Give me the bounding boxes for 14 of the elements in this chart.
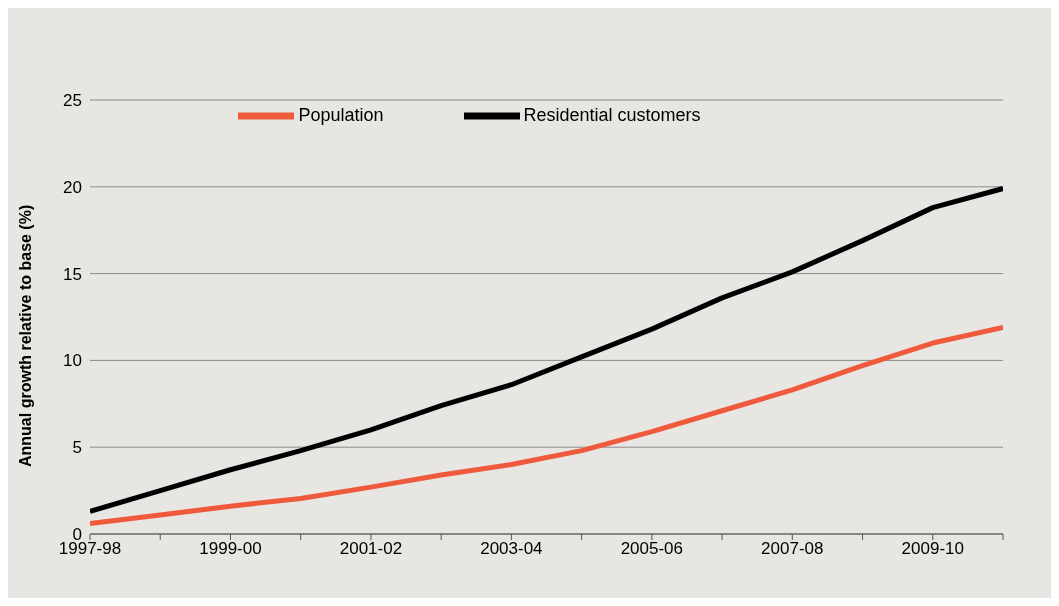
y-tick-label: 25 xyxy=(63,91,82,111)
y-tick-label: 20 xyxy=(63,177,82,197)
y-tick-label: 15 xyxy=(63,264,82,284)
y-tick-label: 10 xyxy=(63,351,82,371)
legend-label: Population xyxy=(298,104,384,125)
x-tick-label: 2001-02 xyxy=(339,539,403,559)
x-tick-label: 1999-00 xyxy=(199,539,262,559)
y-axis-title: Annual growth relative to base (%) xyxy=(16,204,34,467)
x-tick-label: 2003-04 xyxy=(480,539,543,559)
x-tick-label: 2005-06 xyxy=(620,539,684,559)
x-tick-label: 2007-08 xyxy=(761,539,824,559)
x-tick-label: 2009-10 xyxy=(901,539,964,559)
legend-label: Residential customers xyxy=(523,104,701,125)
y-tick-label: 5 xyxy=(72,438,82,458)
